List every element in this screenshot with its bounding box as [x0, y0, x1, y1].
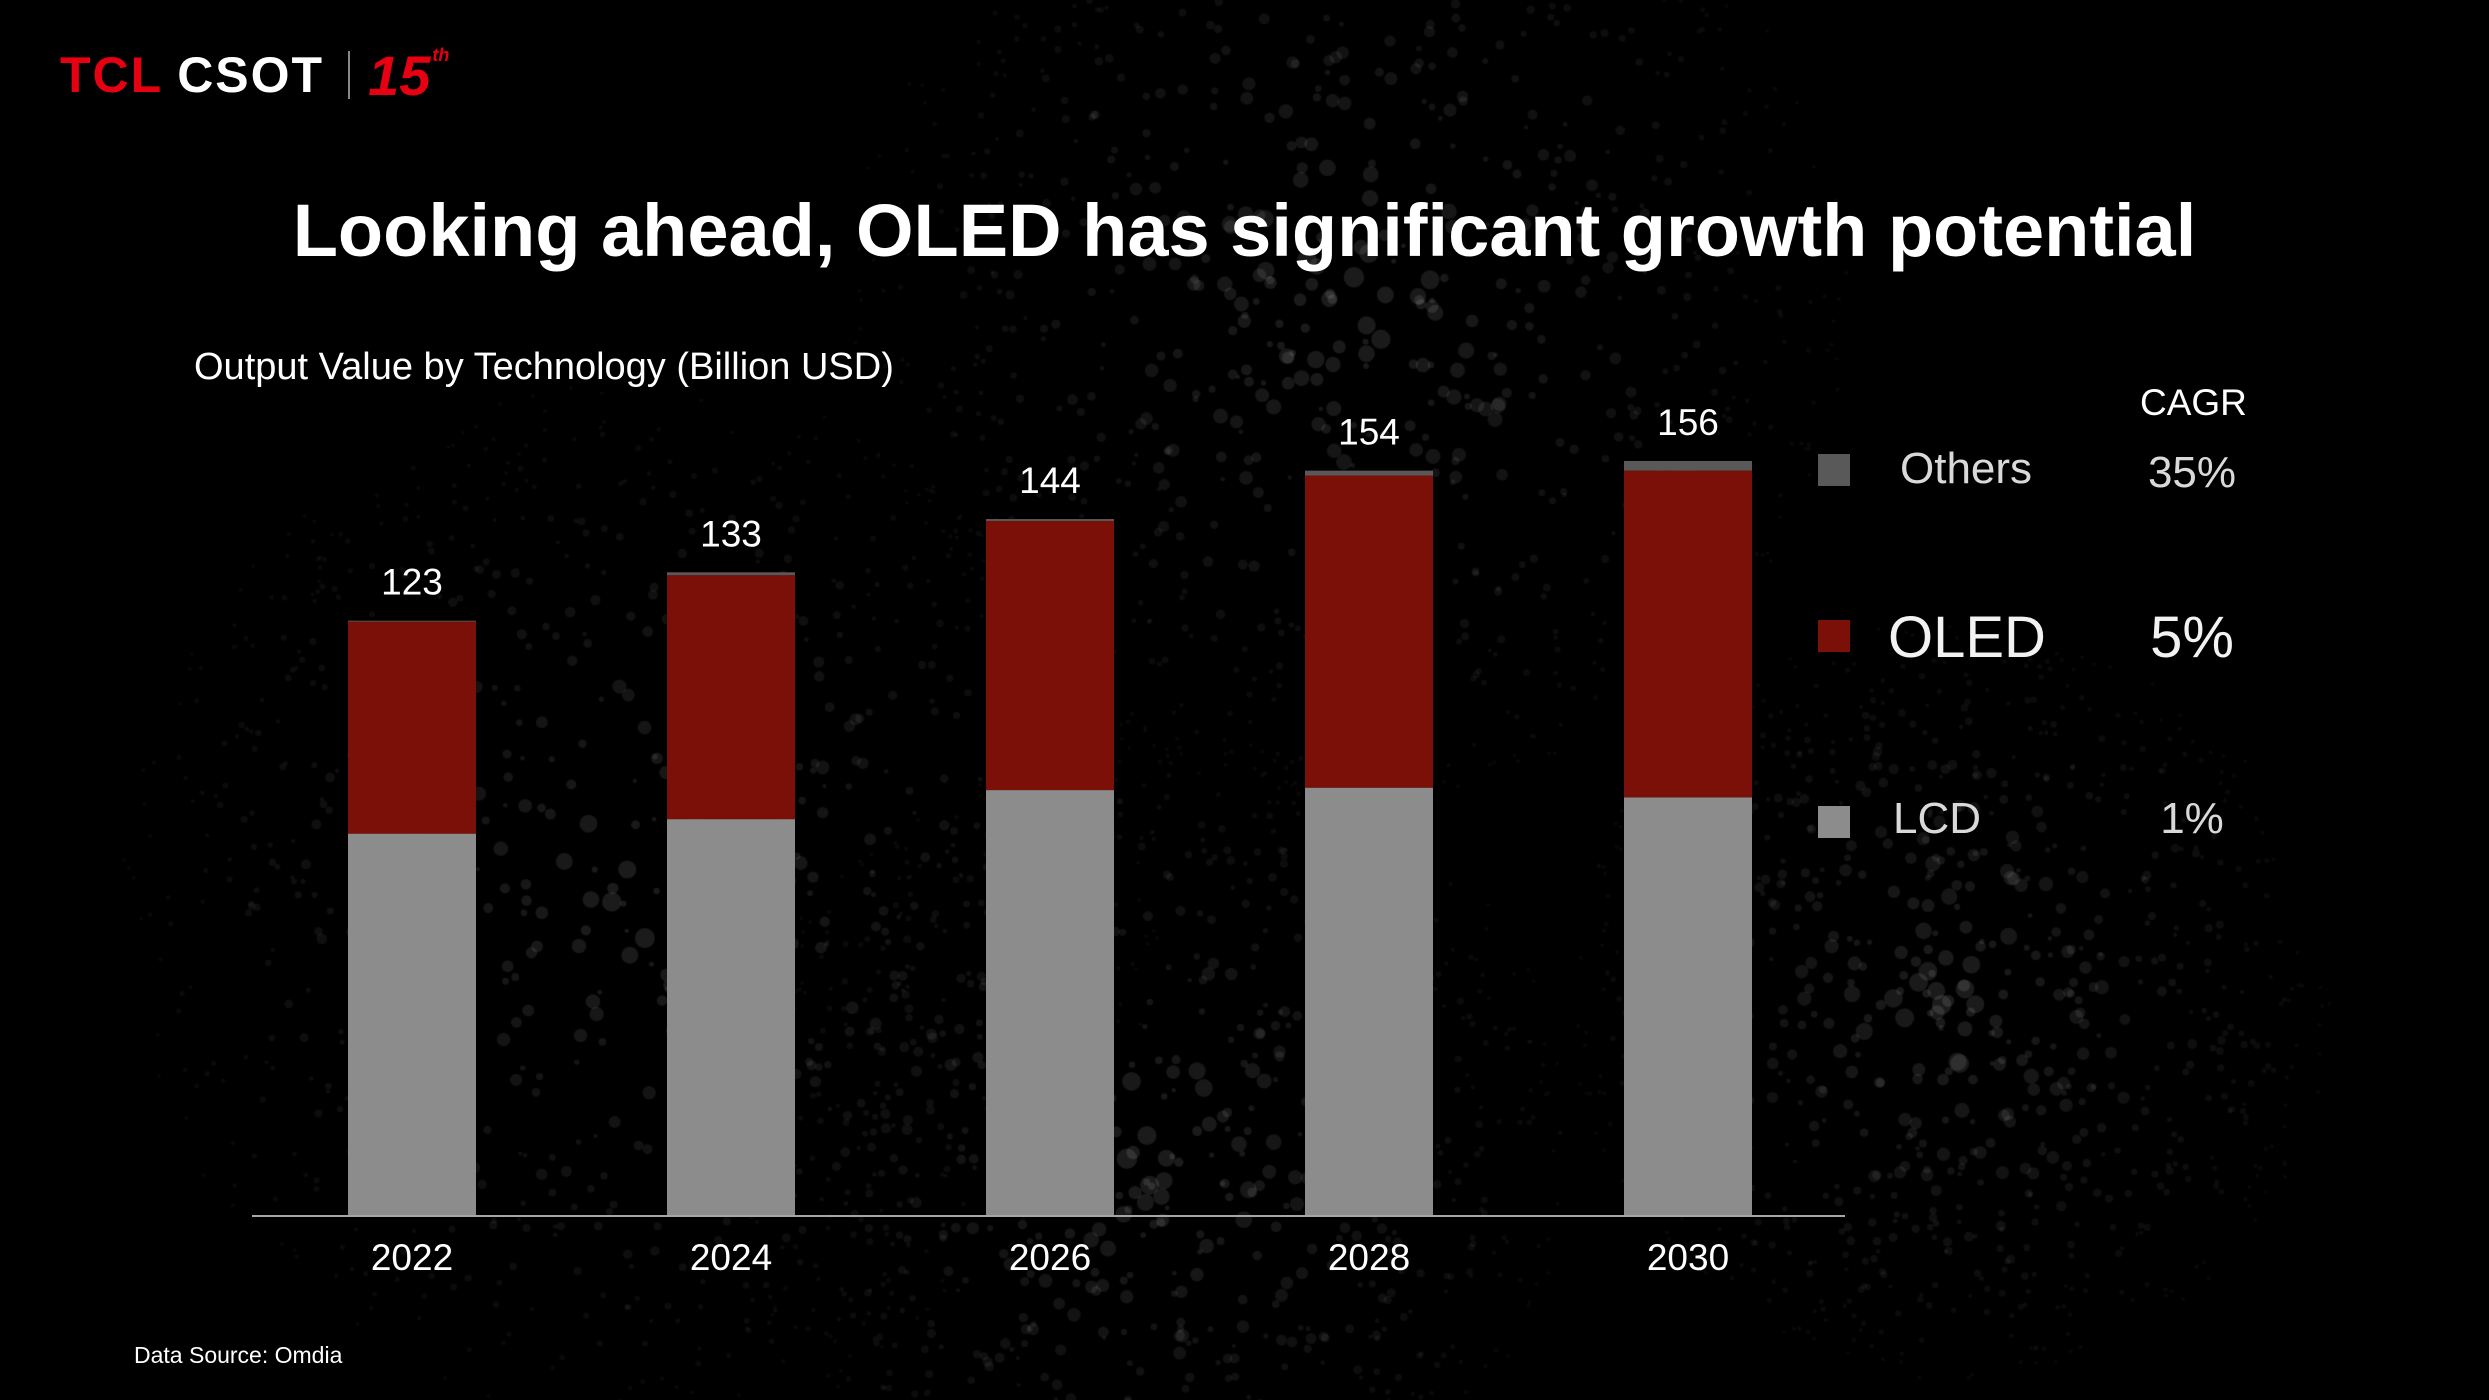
bar-others-2030 — [1624, 460, 1752, 471]
logo-tcl-text: TCL — [60, 47, 164, 103]
legend-swatch-others — [1818, 454, 1850, 486]
logo-csot-text: CSOT — [177, 47, 325, 103]
legend-label-lcd: LCD — [1893, 794, 1982, 843]
page-title: Looking ahead, OLED has significant grow… — [292, 189, 2197, 272]
legend-swatch-lcd — [1818, 806, 1850, 838]
total-label-2026: 144 — [1019, 460, 1081, 501]
bar-lcd-2022 — [348, 833, 476, 1216]
total-label-2024: 133 — [700, 513, 762, 554]
chart-subtitle: Output Value by Technology (Billion USD) — [194, 346, 894, 388]
x-tick-2022: 2022 — [371, 1237, 453, 1278]
bar-lcd-2028 — [1305, 787, 1433, 1216]
total-label-2022: 123 — [381, 562, 443, 603]
bar-oled-2030 — [1624, 470, 1752, 798]
x-tick-2028: 2028 — [1328, 1237, 1410, 1278]
legend-label-others: Others — [1900, 444, 2033, 493]
bar-oled-2028 — [1305, 475, 1433, 788]
bar-others-2028 — [1305, 470, 1433, 476]
bar-lcd-2030 — [1624, 797, 1752, 1216]
anniversary-number: 15 — [368, 43, 431, 107]
legend-label-oled: OLED — [1888, 605, 2046, 670]
x-tick-2024: 2024 — [690, 1237, 772, 1278]
x-tick-2026: 2026 — [1009, 1237, 1091, 1278]
anniversary-suffix: th — [432, 44, 450, 65]
total-label-2028: 154 — [1338, 412, 1400, 453]
bar-oled-2022 — [348, 621, 476, 834]
bar-oled-2024 — [667, 575, 795, 820]
bar-lcd-2026 — [986, 790, 1114, 1216]
cagr-header: CAGR — [2140, 382, 2247, 423]
cagr-value-oled: 5% — [2150, 605, 2234, 670]
bar-others-2024 — [667, 572, 795, 576]
cagr-value-lcd: 1% — [2160, 794, 2224, 843]
total-label-2030: 156 — [1657, 402, 1719, 443]
cagr-value-others: 35% — [2147, 448, 2237, 497]
bar-others-2026 — [986, 519, 1114, 521]
bar-oled-2026 — [986, 520, 1114, 791]
data-source: Data Source: Omdia — [134, 1342, 343, 1368]
legend-swatch-oled — [1818, 620, 1850, 652]
bar-lcd-2024 — [667, 819, 795, 1216]
bar-others-2022 — [348, 620, 476, 622]
logo-divider — [348, 51, 351, 99]
x-tick-2030: 2030 — [1647, 1237, 1729, 1278]
